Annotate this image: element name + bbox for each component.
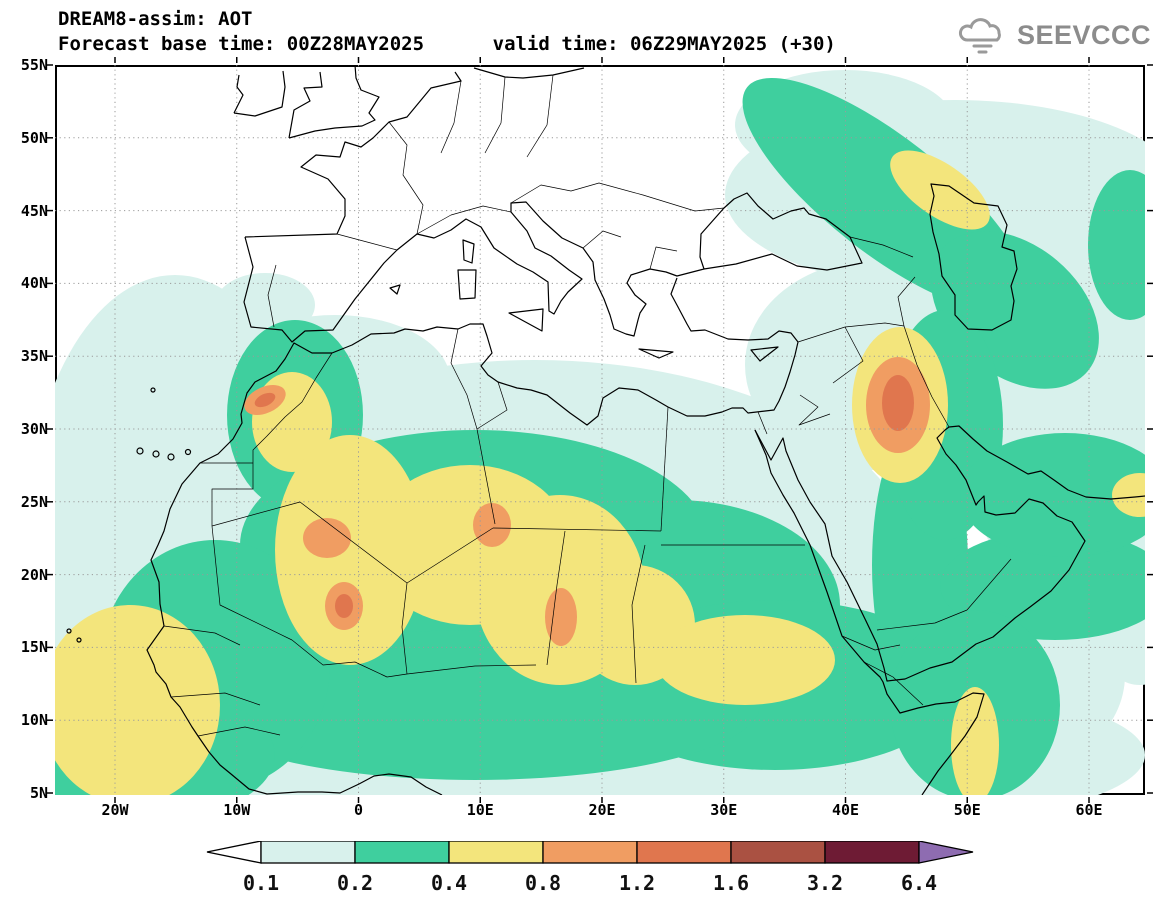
- lon-tick-label: 60E: [1075, 801, 1103, 819]
- colorbar-segment: [448, 840, 544, 864]
- country-borders: [163, 74, 1012, 737]
- colorbar-label: 0.4: [431, 871, 467, 895]
- lat-tick-label: 50N: [20, 128, 48, 147]
- gridlines: [55, 65, 1145, 795]
- colorbar-arrow-right: [918, 840, 974, 864]
- map-svg: [47, 57, 1153, 803]
- colorbar-label: 1.2: [619, 871, 655, 895]
- lat-tick-label: 40N: [20, 274, 48, 293]
- colorbar-legend: 0.1 0.2 0.4 0.8 1.2 1.6 3.2 6.4: [205, 840, 975, 903]
- colorbar-segment: [824, 840, 920, 864]
- colorbar-label: 0.1: [243, 871, 279, 895]
- lon-tick-label: 50E: [953, 801, 981, 819]
- colorbar-label: 3.2: [807, 871, 843, 895]
- lon-tick-label: 40E: [831, 801, 860, 819]
- lat-tick-label: 5N: [29, 784, 48, 802]
- lat-tick-label: 35N: [20, 347, 48, 366]
- lat-tick-label: 20N: [20, 565, 48, 584]
- lat-tick-label: 25N: [20, 492, 48, 511]
- lon-tick-label: 30E: [710, 801, 738, 819]
- seevccc-logo: SEEVCCC: [958, 16, 1151, 54]
- colorbar-label: 1.6: [713, 871, 749, 895]
- axis-ticks: [47, 57, 1153, 803]
- coastlines: [66, 65, 1145, 795]
- chart-title: DREAM8-assim: AOT: [58, 8, 253, 30]
- lon-tick-label: 10W: [223, 801, 251, 819]
- colorbar-label: 6.4: [901, 871, 937, 895]
- lon-tick-label: 20W: [101, 801, 129, 819]
- colorbar-label: 0.2: [337, 871, 373, 895]
- colorbar-segment: [260, 840, 356, 864]
- colorbar-arrow-left: [206, 840, 262, 864]
- lon-tick-label: 20E: [588, 801, 616, 819]
- lon-tick-label: 10E: [466, 801, 494, 819]
- aot-level-04-regions: [55, 150, 1145, 795]
- map-area: [47, 57, 1153, 803]
- lon-tick-label: 0: [353, 801, 364, 819]
- colorbar-label: 0.8: [525, 871, 561, 895]
- lat-tick-label: 15N: [20, 638, 48, 657]
- chart-subtitle: Forecast base time: 00Z28MAY2025 valid t…: [58, 33, 836, 55]
- lat-tick-label: 55N: [20, 56, 48, 74]
- lat-tick-label: 10N: [20, 711, 48, 730]
- cloud-icon: [958, 18, 1001, 54]
- lat-tick-label: 30N: [20, 420, 48, 438]
- colorbar-svg: 0.1 0.2 0.4 0.8 1.2 1.6 3.2 6.4: [206, 840, 974, 895]
- logo-text: SEEVCCC: [1016, 19, 1151, 50]
- colorbar-segment: [542, 840, 638, 864]
- colorbar-segment: [636, 840, 732, 864]
- colorbar-segment: [354, 840, 450, 864]
- aot-level-12-regions: [254, 375, 914, 618]
- colorbar-segment: [730, 840, 826, 864]
- lat-tick-label: 45N: [20, 201, 48, 220]
